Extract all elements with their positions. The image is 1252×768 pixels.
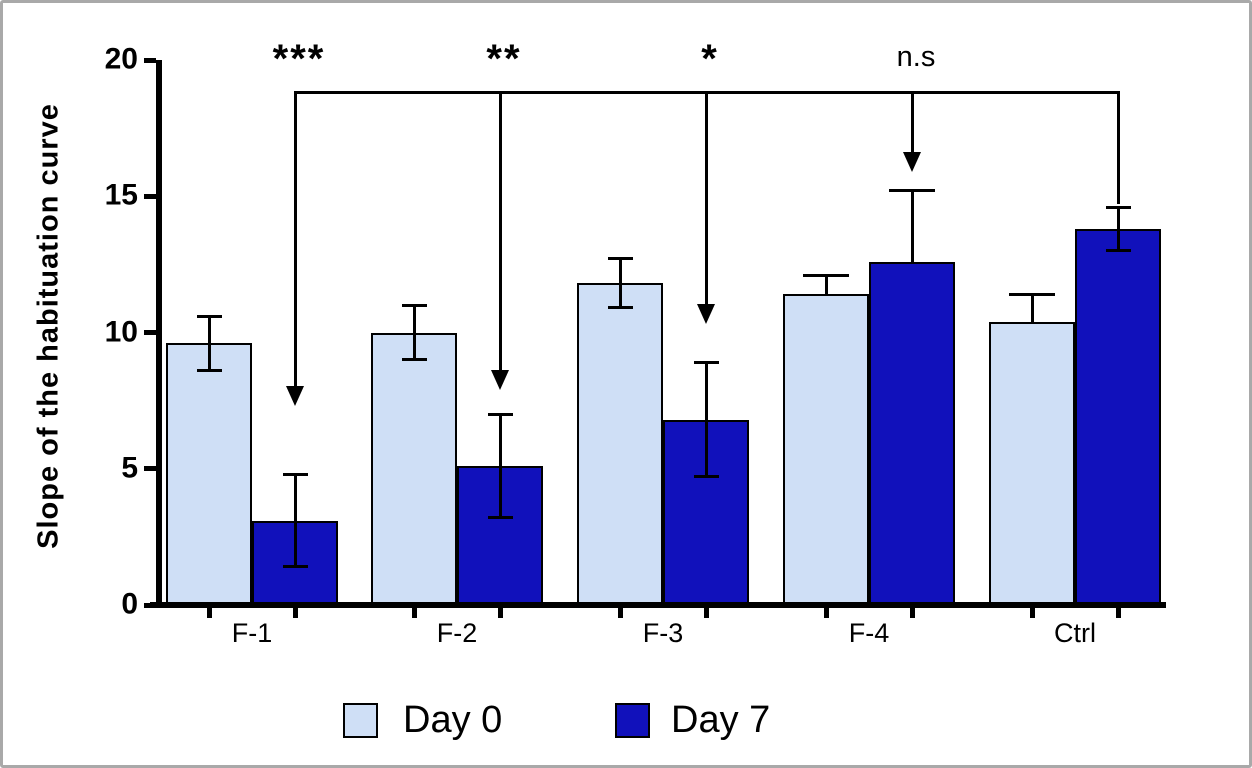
error-bar-line <box>412 305 416 360</box>
y-axis-line <box>156 60 162 608</box>
x-axis-tick <box>497 608 503 618</box>
y-axis-tick-label: 0 <box>121 587 138 621</box>
bar-f-4-day0 <box>783 294 869 607</box>
bar-f-3-day0 <box>577 283 663 607</box>
error-bar-cap-top <box>401 303 427 307</box>
error-bar-cap-bottom <box>487 516 513 520</box>
y-axis-tick <box>144 57 156 63</box>
x-axis-category-label: F-3 <box>642 618 684 648</box>
error-bar-line <box>910 190 914 262</box>
significance-label: n.s <box>896 41 936 73</box>
bar-f-1-day0 <box>166 343 252 607</box>
x-axis-category-label: Ctrl <box>1054 618 1096 648</box>
x-axis-tick <box>823 608 829 618</box>
error-bar-cap-top <box>607 257 633 261</box>
error-bar-cap-bottom <box>196 369 222 373</box>
legend: Day 0 Day 7 <box>3 3 1249 765</box>
x-axis-category-label: F-4 <box>848 618 890 648</box>
error-bar-cap-bottom <box>1105 249 1131 253</box>
significance-label: *** <box>272 37 326 81</box>
error-bar-cap-bottom <box>401 358 427 362</box>
error-bar-cap-top <box>282 472 308 476</box>
error-bar-cap-top <box>803 273 849 277</box>
legend-label-day7: Day 7 <box>671 699 771 741</box>
significance-label: ** <box>486 37 522 81</box>
x-axis-tick <box>292 608 298 618</box>
bar-ctrl-day0 <box>989 321 1075 607</box>
error-bar-cap-bottom <box>693 475 719 479</box>
y-axis-tick-label: 20 <box>104 42 138 76</box>
x-axis-category-label: F-2 <box>436 618 478 648</box>
x-axis-category-label: F-1 <box>231 618 273 648</box>
error-bar-cap-top <box>693 360 719 364</box>
error-bar-cap-top <box>1009 292 1055 296</box>
x-axis-tick <box>411 608 417 618</box>
error-bar-cap-bottom <box>282 565 308 569</box>
y-axis-tick-label: 15 <box>104 178 138 212</box>
significance-arrow-stem <box>704 91 708 305</box>
bar-f-2-day0 <box>371 332 457 607</box>
significance-arrowhead-icon <box>286 386 304 407</box>
y-axis-tick <box>144 602 156 608</box>
legend-swatch-day7 <box>615 703 650 738</box>
bar-f-4-day7 <box>869 261 955 607</box>
error-bar-line <box>824 275 828 295</box>
significance-arrow-stem <box>910 91 914 152</box>
legend-swatch-day0 <box>343 703 378 738</box>
error-bar-cap-top <box>1105 205 1131 209</box>
x-axis-tick <box>1029 608 1035 618</box>
error-bar-line <box>498 414 502 518</box>
y-axis-tick <box>144 466 156 472</box>
y-axis-tick-label: 5 <box>121 451 138 485</box>
plot-area: 0 5 10 15 20 F-1 F-2 F-3 F-4 Ctrl *** ** * n.s <box>3 3 1249 765</box>
y-axis-tick <box>144 330 156 335</box>
error-bar-line <box>1030 294 1034 322</box>
significance-label: * <box>701 37 719 81</box>
error-bar-cap-top <box>889 189 935 193</box>
x-axis-tick <box>1115 608 1121 618</box>
significance-arrowhead-icon <box>491 369 509 390</box>
error-bar-cap-bottom <box>607 306 633 310</box>
significance-arrow-stem <box>498 91 502 370</box>
significance-arrowhead-icon <box>697 304 715 325</box>
x-axis-tick <box>703 608 709 618</box>
y-axis-tick <box>144 193 156 199</box>
x-axis-tick <box>206 608 212 618</box>
bracket-terminal-drop <box>1116 91 1120 205</box>
error-bar-line <box>1116 207 1120 251</box>
y-axis-tick-label: 10 <box>104 314 138 348</box>
error-bar-line <box>293 474 297 567</box>
legend-label-day0: Day 0 <box>403 699 503 741</box>
x-axis-tick <box>909 608 915 618</box>
error-bar-cap-top <box>196 314 222 318</box>
significance-arrowhead-icon <box>903 151 921 172</box>
significance-arrow-stem <box>293 91 297 387</box>
bar-ctrl-day7 <box>1075 228 1161 607</box>
error-bar-line <box>207 316 211 371</box>
x-axis-line <box>150 602 1166 608</box>
error-bar-cap-top <box>487 412 513 416</box>
x-axis-tick <box>617 608 623 618</box>
error-bar-line <box>704 362 708 477</box>
error-bar-line <box>618 258 622 308</box>
